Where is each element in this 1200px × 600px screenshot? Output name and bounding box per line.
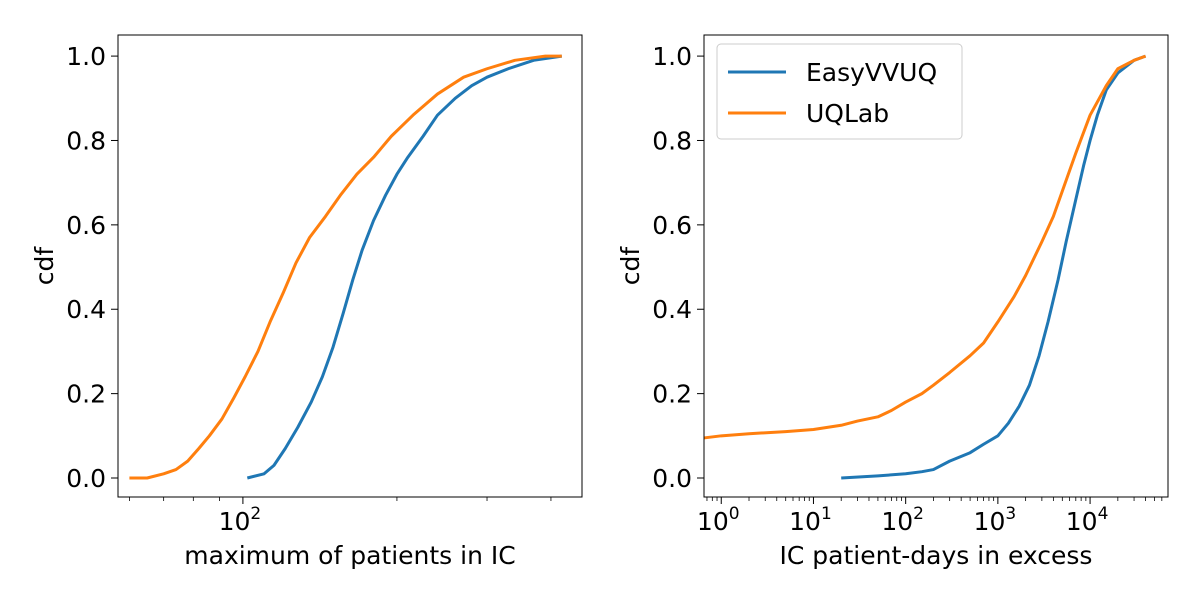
left-ytick-label: 0.8 <box>66 126 106 155</box>
right-y-ticks: 0.0 0.2 0.4 0.6 0.8 1.0 <box>652 42 704 493</box>
left-x-ticks: 102 <box>128 497 552 536</box>
left-plot-frame <box>117 34 583 498</box>
left-ytick-label: 0.0 <box>66 464 106 493</box>
right-xtick-label: 100 <box>697 504 740 536</box>
legend: EasyVVUQ UQLab <box>716 43 963 140</box>
right-xtick-label: 102 <box>881 504 924 536</box>
right-chart: 100 101 102 103 104 0.0 0.2 0.4 0.6 0.8 1.0 IC pa… <box>616 34 1169 570</box>
left-chart: 102 0.0 0.2 0.4 0.6 0.8 1.0 maximum of patien… <box>30 34 583 570</box>
right-series-uqlab <box>703 54 1147 440</box>
left-series-uqlab <box>129 54 562 480</box>
right-ytick-label: 0.8 <box>652 126 692 155</box>
left-series-easyvvuq <box>246 54 563 480</box>
right-y-axis-label: cdf <box>616 246 645 286</box>
left-ytick-label: 0.4 <box>66 295 106 324</box>
right-ytick-label: 0.6 <box>652 211 692 240</box>
left-ytick-label: 0.6 <box>66 211 106 240</box>
left-series-group <box>129 54 563 480</box>
right-series-easyvvuq <box>841 54 1147 480</box>
left-y-ticks: 0.0 0.2 0.4 0.6 0.8 1.0 <box>66 42 118 493</box>
legend-box <box>716 43 963 140</box>
right-plot-frame <box>703 34 1169 498</box>
left-ytick-label: 0.2 <box>66 380 106 409</box>
left-ytick-label: 1.0 <box>66 42 106 71</box>
right-ytick-label: 0.0 <box>652 464 692 493</box>
left-y-axis-label: cdf <box>30 246 59 286</box>
left-xtick-label: 102 <box>219 504 262 536</box>
right-x-axis-label: IC patient-days in excess <box>780 541 1093 570</box>
legend-label-uqlab: UQLab <box>806 99 889 128</box>
right-series-group <box>703 54 1147 480</box>
right-ytick-label: 0.2 <box>652 380 692 409</box>
right-xtick-label: 101 <box>789 504 832 536</box>
right-ytick-label: 0.4 <box>652 295 692 324</box>
legend-label-easyvvuq: EasyVVUQ <box>806 58 937 87</box>
right-ytick-label: 1.0 <box>652 42 692 71</box>
left-x-axis-label: maximum of patients in IC <box>184 541 515 570</box>
right-x-ticks: 100 101 102 103 104 <box>697 497 1163 536</box>
right-xtick-label: 103 <box>974 504 1017 536</box>
right-xtick-label: 104 <box>1066 504 1109 536</box>
